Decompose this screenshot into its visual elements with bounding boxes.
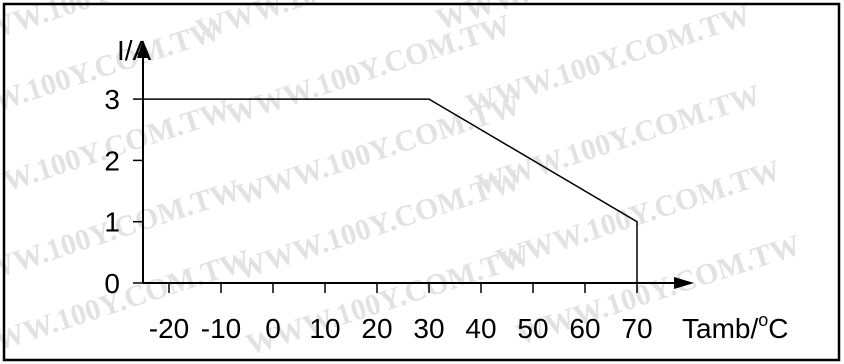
x-tick-label: -20 — [149, 313, 189, 344]
y-tick-label: 2 — [104, 145, 120, 176]
x-axis-label: Tamb/oC — [682, 310, 789, 344]
x-tick-label: 40 — [465, 313, 496, 344]
x-axis-arrow — [674, 277, 694, 289]
x-axis-label-unit: C — [768, 313, 788, 344]
x-tick-label: 50 — [517, 313, 548, 344]
plot-area: -20 -10 0 10 20 30 40 50 60 70 0 1 2 3 — [104, 40, 694, 344]
derating-curve — [143, 98, 638, 283]
y-tick-label: 1 — [104, 207, 120, 238]
y-tick-label: 3 — [104, 84, 120, 115]
x-tick-label: 10 — [309, 313, 340, 344]
y-tick-label: 0 — [104, 268, 120, 299]
x-tick-label: 70 — [621, 313, 652, 344]
x-tick-label: 60 — [569, 313, 600, 344]
x-tick-label: 0 — [265, 313, 281, 344]
x-tick-label: -10 — [201, 313, 241, 344]
x-tick-label: 30 — [413, 313, 444, 344]
y-axis-label: I/A — [117, 35, 152, 66]
x-axis-label-main: Tamb/ — [682, 313, 758, 344]
x-axis-label-superscript: o — [758, 310, 768, 330]
y-axis-arrow — [137, 40, 149, 58]
x-tick-label: 20 — [361, 313, 392, 344]
